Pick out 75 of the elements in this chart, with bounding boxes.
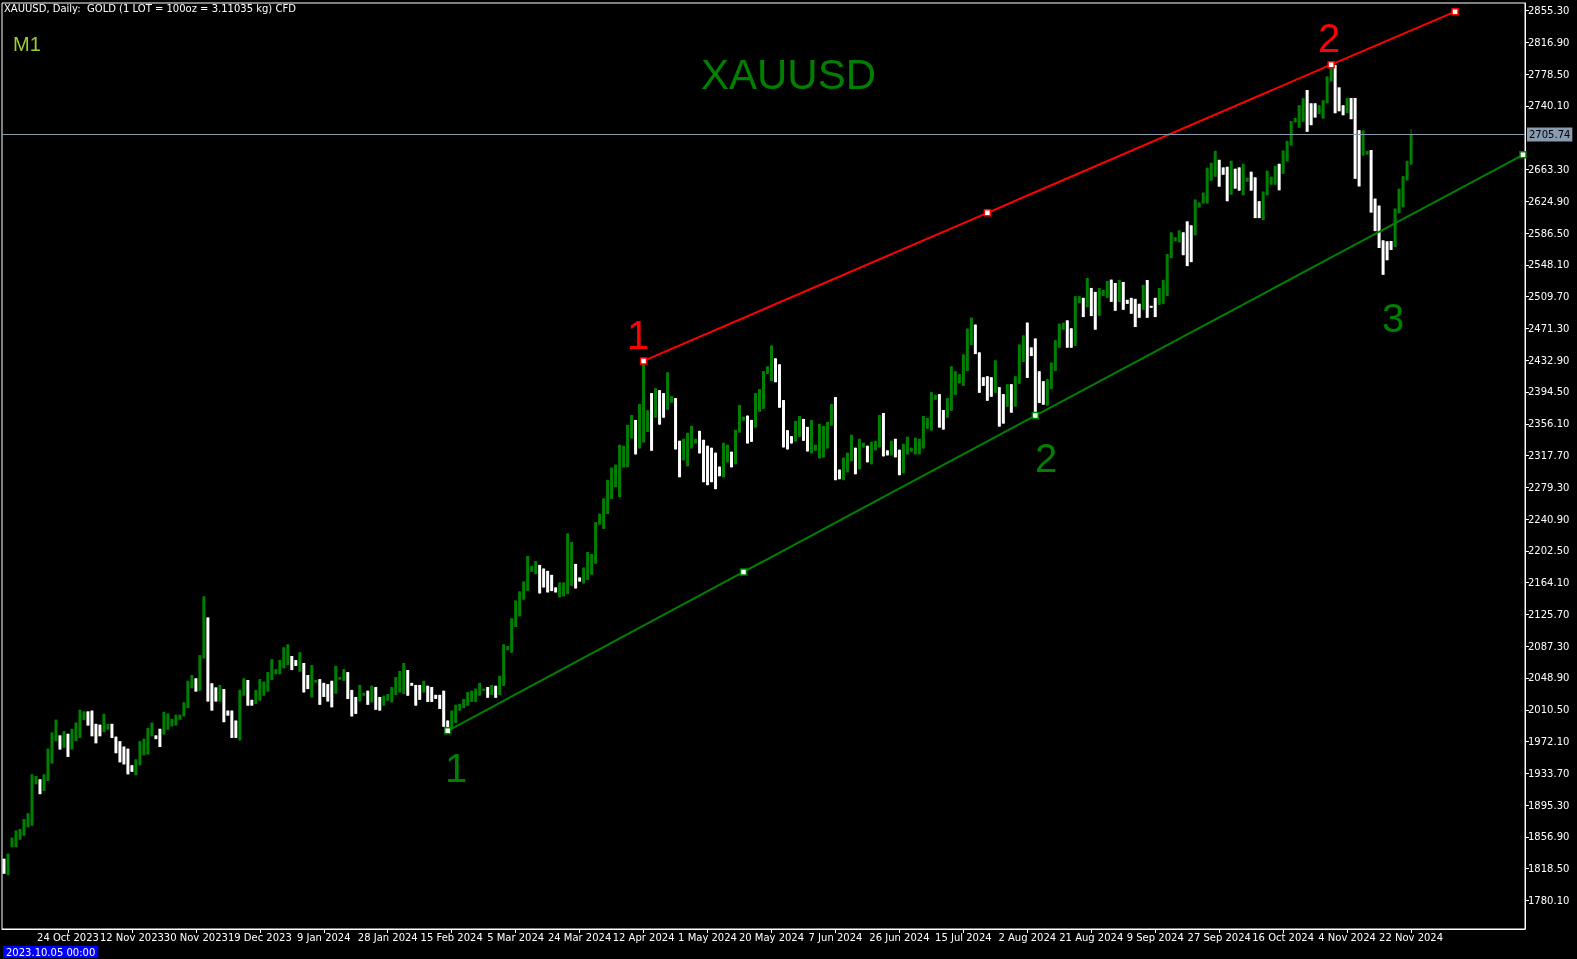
point [739, 568, 748, 576]
y-tick-label: 2432.90 [1528, 354, 1570, 366]
y-tick-label: 2240.90 [1528, 513, 1570, 525]
candlestick [1237, 166, 1241, 192]
y-tick-label: 2010.50 [1528, 704, 1570, 716]
x-tick-label: 9 Jan 2024 [296, 931, 351, 943]
y-tick-label: 2202.50 [1528, 545, 1570, 557]
annotation: 3 [1381, 296, 1405, 340]
candlestick [258, 678, 262, 702]
text: 2023.10.05 00:00 [6, 946, 96, 958]
annotation: M1 [13, 33, 41, 55]
x-tick-label: 26 Jun 2024 [869, 931, 930, 943]
y-tick-label: 2586.50 [1528, 227, 1570, 239]
ref-line-label: 2705.74 [1529, 128, 1571, 140]
point [639, 357, 648, 365]
x-tick-label: 12 Nov 2023 [99, 931, 164, 943]
candlestick [298, 651, 302, 673]
candlestick [1005, 383, 1009, 408]
annotation: 1 [444, 746, 468, 790]
y-tick-label: 2816.90 [1528, 36, 1570, 48]
candlestick [374, 686, 378, 711]
point [1451, 7, 1459, 16]
y-tick-label: 2317.70 [1528, 450, 1570, 462]
y-tick-label: 2778.50 [1528, 68, 1570, 80]
y-tick-label: 2356.10 [1528, 418, 1570, 430]
point [983, 209, 992, 217]
x-tick-label: 7 Jun 2024 [808, 931, 863, 943]
x-tick-label: 9 Sep 2024 [1126, 931, 1184, 943]
candlestick [989, 376, 993, 398]
x-tick-label: 22 Nov 2024 [1379, 931, 1444, 943]
x-tick-label: 27 Sep 2024 [1187, 931, 1251, 943]
x-tick-label: 15 Feb 2024 [420, 931, 483, 943]
x-tick-label: 12 Apr 2024 [612, 931, 675, 943]
annotation: 1 [626, 313, 650, 357]
candlestick [1117, 279, 1121, 303]
x-tick-label: 20 May 2024 [738, 931, 805, 943]
y-tick-label: 1856.90 [1528, 831, 1570, 843]
y-tick-label: 2509.70 [1528, 291, 1570, 303]
y-tick-label: 2279.30 [1528, 481, 1570, 493]
y-tick-label: 2087.30 [1528, 640, 1570, 652]
y-tick-label: 2548.10 [1528, 259, 1570, 271]
y-tick-label: 2394.50 [1528, 386, 1570, 398]
x-tick-label: 21 Aug 2024 [1059, 931, 1124, 943]
text: XAUUSD [700, 50, 877, 98]
y-tick-label: 1933.70 [1528, 767, 1570, 779]
x-tick-label: 15 Jul 2024 [935, 931, 992, 943]
annotation: 2 [1317, 16, 1341, 60]
x-tick-label: 16 Oct 2024 [1252, 931, 1315, 943]
y-tick-label: 1818.50 [1528, 863, 1570, 875]
y-tick-label: 2048.90 [1528, 672, 1570, 684]
y-tick-label: 2471.30 [1528, 322, 1570, 334]
y-tick-label: 2164.10 [1528, 577, 1570, 589]
y-tick-label: 2624.90 [1528, 195, 1570, 207]
point [1519, 151, 1527, 159]
point [1031, 411, 1040, 420]
x-tick-label: 1 May 2024 [678, 931, 737, 943]
x-tick-label: 5 Mar 2024 [487, 931, 545, 943]
point [1327, 60, 1335, 69]
y-tick-label: 1895.30 [1528, 799, 1570, 811]
x-tick-label: 2 Aug 2024 [998, 931, 1057, 943]
y-tick-label: 1780.10 [1528, 894, 1570, 906]
annotation: 2 [1034, 436, 1058, 480]
y-tick-label: 2125.70 [1528, 608, 1570, 620]
y-tick-label: 2663.30 [1528, 164, 1570, 176]
x-tick-label: 19 Dec 2023 [227, 931, 292, 943]
y-tick-label: 2740.10 [1528, 100, 1570, 112]
point [443, 727, 452, 735]
chart-subtitle: XAUUSD, Daily: GOLD (1 LOT = 100oz = 3.11035 kg) CFD [4, 2, 297, 14]
x-tick-label: 28 Jan 2024 [357, 931, 418, 943]
x-tick-label: 24 Mar 2024 [547, 931, 612, 943]
y-tick-label: 1972.10 [1528, 736, 1570, 748]
x-tick-label: 4 Nov 2024 [1318, 931, 1376, 943]
x-tick-label: 24 Oct 2023 [37, 931, 99, 943]
y-tick-label: 2855.30 [1528, 5, 1570, 17]
x-tick-label: 30 Nov 2023 [163, 931, 228, 943]
